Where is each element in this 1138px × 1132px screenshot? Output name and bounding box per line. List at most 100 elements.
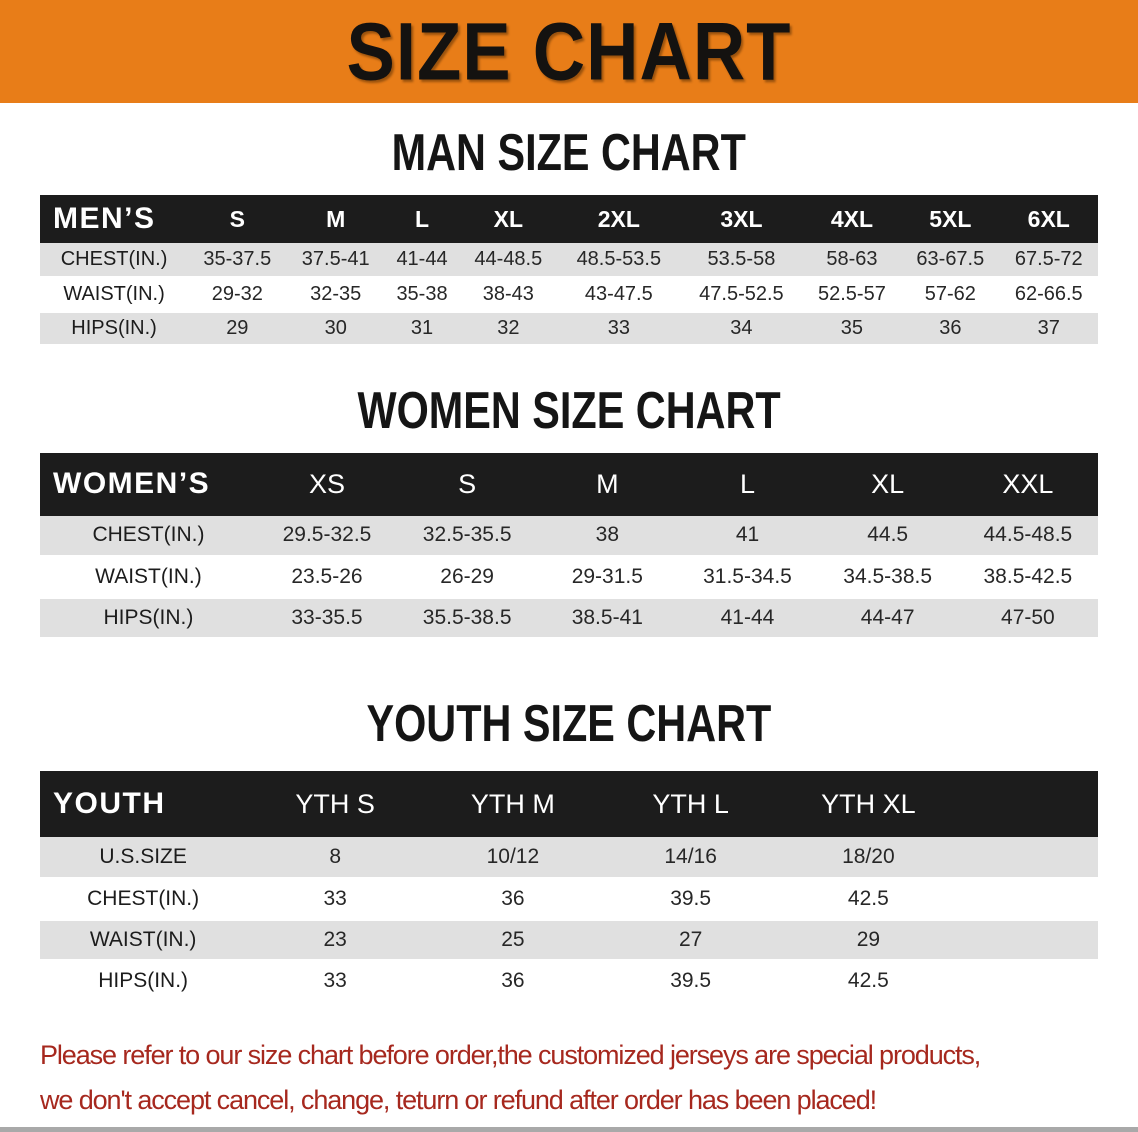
size-value-cell: 43-47.5 [584,282,653,305]
size-column-header: 5XL [929,205,972,232]
size-value-cell: 47-50 [1001,606,1055,629]
size-value-cell: 38.5-41 [571,606,643,629]
size-value-cell: 29 [856,927,881,951]
bottom-edge-strip [0,1127,1138,1132]
size-value-cell: 52.5-57 [818,282,886,305]
size-value-cell: 32 [497,316,520,339]
men-table-title: MEN’S [53,202,156,235]
row-label: U.S.SIZE [99,844,187,868]
row-spacer [957,878,1098,919]
size-column-header: S [229,205,245,232]
size-chart-banner: SIZE CHART [0,0,1138,103]
size-value-cell: 27 [678,927,703,951]
size-value-cell: 44.5-48.5 [983,523,1073,547]
size-value-cell: 33 [607,316,630,339]
row-label: HIPS(IN.) [103,606,194,629]
row-label: HIPS(IN.) [71,316,157,339]
size-column-header: XS [308,468,345,499]
table-row: HIPS(IN.) 29 30 31 32 33 34 35 36 37 [40,311,1098,345]
size-value-cell: 35-37.5 [203,247,272,270]
men-section-heading-text: MAN SIZE CHART [391,122,747,182]
size-value-cell: 38 [595,523,619,547]
women-section-heading-text: WOMEN SIZE CHART [357,380,781,439]
size-value-cell: 32.5-35.5 [422,523,512,547]
size-column-header: YTH XL [821,788,916,819]
size-value-cell: 35-38 [396,282,448,305]
size-value-cell: 39.5 [670,968,712,992]
size-value-cell: 8 [329,844,341,868]
size-value-cell: 30 [324,316,347,339]
size-value-cell: 35.5-38.5 [422,606,512,629]
size-value-cell: 18/20 [842,844,895,868]
table-row: WAIST(IN.) 29-32 32-35 35-38 38-43 43-47.5 47.… [40,277,1098,311]
size-value-cell: 31.5-34.5 [703,565,792,588]
size-value-cell: 42.5 [847,968,889,992]
size-column-header: YTH S [295,788,375,819]
size-value-cell: 57-62 [924,282,976,305]
size-value-cell: 29-31.5 [571,565,643,588]
size-value-cell: 31 [410,316,434,339]
size-value-cell: 48.5-53.5 [576,247,662,270]
size-column-header: 3XL [720,205,763,232]
table-row: CHEST(IN.) 29.5-32.5 32.5-35.5 38 41 44.5 44.5… [40,515,1098,557]
size-value-cell: 36 [501,968,525,992]
size-value-cell: 36 [501,886,525,910]
size-column-header: L [414,205,430,232]
size-column-header: YTH M [470,788,555,819]
size-value-cell: 32-35 [310,282,362,305]
size-column-header: YTH L [652,788,729,819]
size-value-cell: 47.5-52.5 [699,282,784,305]
youth-table-title: YOUTH [53,787,166,820]
size-value-cell: 41-44 [396,247,448,270]
row-label: WAIST(IN.) [89,927,197,951]
size-value-cell: 10/12 [486,844,540,868]
men-section-heading: MAN SIZE CHART [0,122,1138,182]
women-size-table: WOMEN’S XS S M L XL XXL CHEST(IN.) 29.5-32.5 32.5… [40,452,1098,641]
row-label: HIPS(IN.) [98,968,189,992]
size-value-cell: 37 [1037,316,1060,339]
size-value-cell: 29 [226,316,249,339]
size-value-cell: 58-63 [826,247,878,270]
size-column-header: S [458,468,477,499]
size-value-cell: 39.5 [670,886,712,910]
size-value-cell: 14/16 [664,844,717,868]
size-column-header: XL [493,205,524,232]
row-spacer [957,919,1098,960]
youth-table-header-row: YOUTH YTH S YTH M YTH L YTH XL [40,771,1098,837]
size-value-cell: 44-48.5 [474,247,543,270]
size-value-cell: 23.5-26 [291,565,363,588]
table-row: HIPS(IN.) 33 36 39.5 42.5 [40,960,1098,1001]
size-value-cell: 41-44 [720,606,775,629]
size-column-header: L [739,468,755,499]
size-column-header: M [596,468,619,499]
row-label: WAIST(IN.) [95,565,202,588]
table-row: WAIST(IN.) 23 25 27 29 [40,919,1098,960]
size-value-cell: 44-47 [860,606,915,629]
size-value-cell: 33 [323,886,347,910]
footer-disclaimer-line1: Please refer to our size chart before or… [40,1039,981,1070]
size-value-cell: 34 [730,316,753,339]
size-value-cell: 38-43 [482,282,534,305]
size-value-cell: 41 [735,523,760,547]
table-row: CHEST(IN.) 33 36 39.5 42.5 [40,878,1098,919]
size-value-cell: 29-32 [211,282,263,305]
size-value-cell: 23 [323,927,347,951]
footer-disclaimer-line2: we don't accept cancel, change, teturn o… [40,1084,877,1115]
youth-section-heading-text: YOUTH SIZE CHART [366,693,772,753]
table-row: HIPS(IN.) 33-35.5 35.5-38.5 38.5-41 41-44 44-… [40,597,1098,639]
women-table-header-row: WOMEN’S XS S M L XL XXL [40,452,1098,516]
size-value-cell: 34.5-38.5 [843,565,933,588]
men-table-header-row: MEN’S S M L XL 2XL 3XL 4XL 5XL 6XL [40,195,1098,243]
table-row: CHEST(IN.) 35-37.5 37.5-41 41-44 44-48.5 48.5… [40,243,1098,277]
size-value-cell: 35 [840,316,864,339]
header-spacer [957,771,1098,837]
size-value-cell: 53.5-58 [707,247,776,270]
women-table-title: WOMEN’S [53,467,211,500]
size-value-cell: 33-35.5 [291,606,363,629]
row-label: CHEST(IN.) [92,523,205,547]
size-column-header: 4XL [830,205,874,232]
size-value-cell: 38.5-42.5 [983,565,1073,588]
size-column-header: XL [871,468,905,499]
row-spacer [957,960,1098,1001]
size-value-cell: 63-67.5 [916,247,985,270]
